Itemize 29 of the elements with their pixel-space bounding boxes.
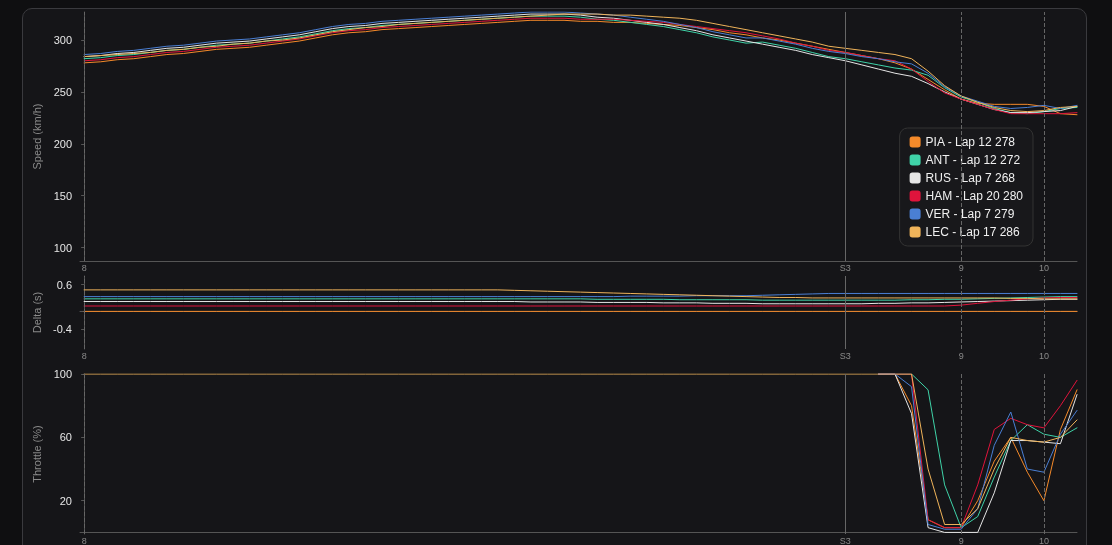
- x-tick-label: 8: [81, 535, 87, 545]
- x-tick-label: S3: [839, 535, 851, 545]
- y-axis-title: Delta (s): [30, 291, 43, 334]
- x-tick-label: 9: [958, 350, 964, 361]
- y-tick-label: 60: [59, 431, 72, 444]
- y-tick-label: 20: [59, 494, 72, 507]
- y-tick-label: 250: [53, 85, 72, 98]
- y-tick-label: 100: [53, 368, 72, 380]
- y-tick-label: 100: [53, 241, 72, 254]
- legend-label: VER - Lap 7 279: [925, 207, 1015, 221]
- x-tick-label: 8: [81, 350, 87, 361]
- y-axis-title: Speed (km/h): [30, 103, 43, 170]
- y-axis-title: Throttle (%): [30, 425, 43, 483]
- x-tick-label: S3: [839, 262, 851, 273]
- y-tick-label: 150: [53, 189, 72, 202]
- x-tick-label: 10: [1038, 535, 1049, 545]
- legend-label: PIA - Lap 12 278: [925, 135, 1016, 149]
- legend-label: HAM - Lap 20 280: [925, 189, 1024, 203]
- y-tick-label: 200: [53, 137, 72, 150]
- y-tick-label: 300: [53, 34, 72, 47]
- y-tick-label: 0.6: [56, 278, 72, 291]
- y-tick-label: -0.4: [53, 323, 72, 336]
- x-tick-label: 9: [958, 262, 964, 273]
- legend-label: RUS - Lap 7 268: [925, 171, 1016, 185]
- x-tick-label: 10: [1038, 350, 1049, 361]
- x-tick-label: 10: [1038, 262, 1049, 273]
- x-tick-label: S3: [839, 350, 851, 361]
- x-tick-label: 9: [958, 535, 964, 545]
- x-tick-label: 8: [81, 262, 87, 273]
